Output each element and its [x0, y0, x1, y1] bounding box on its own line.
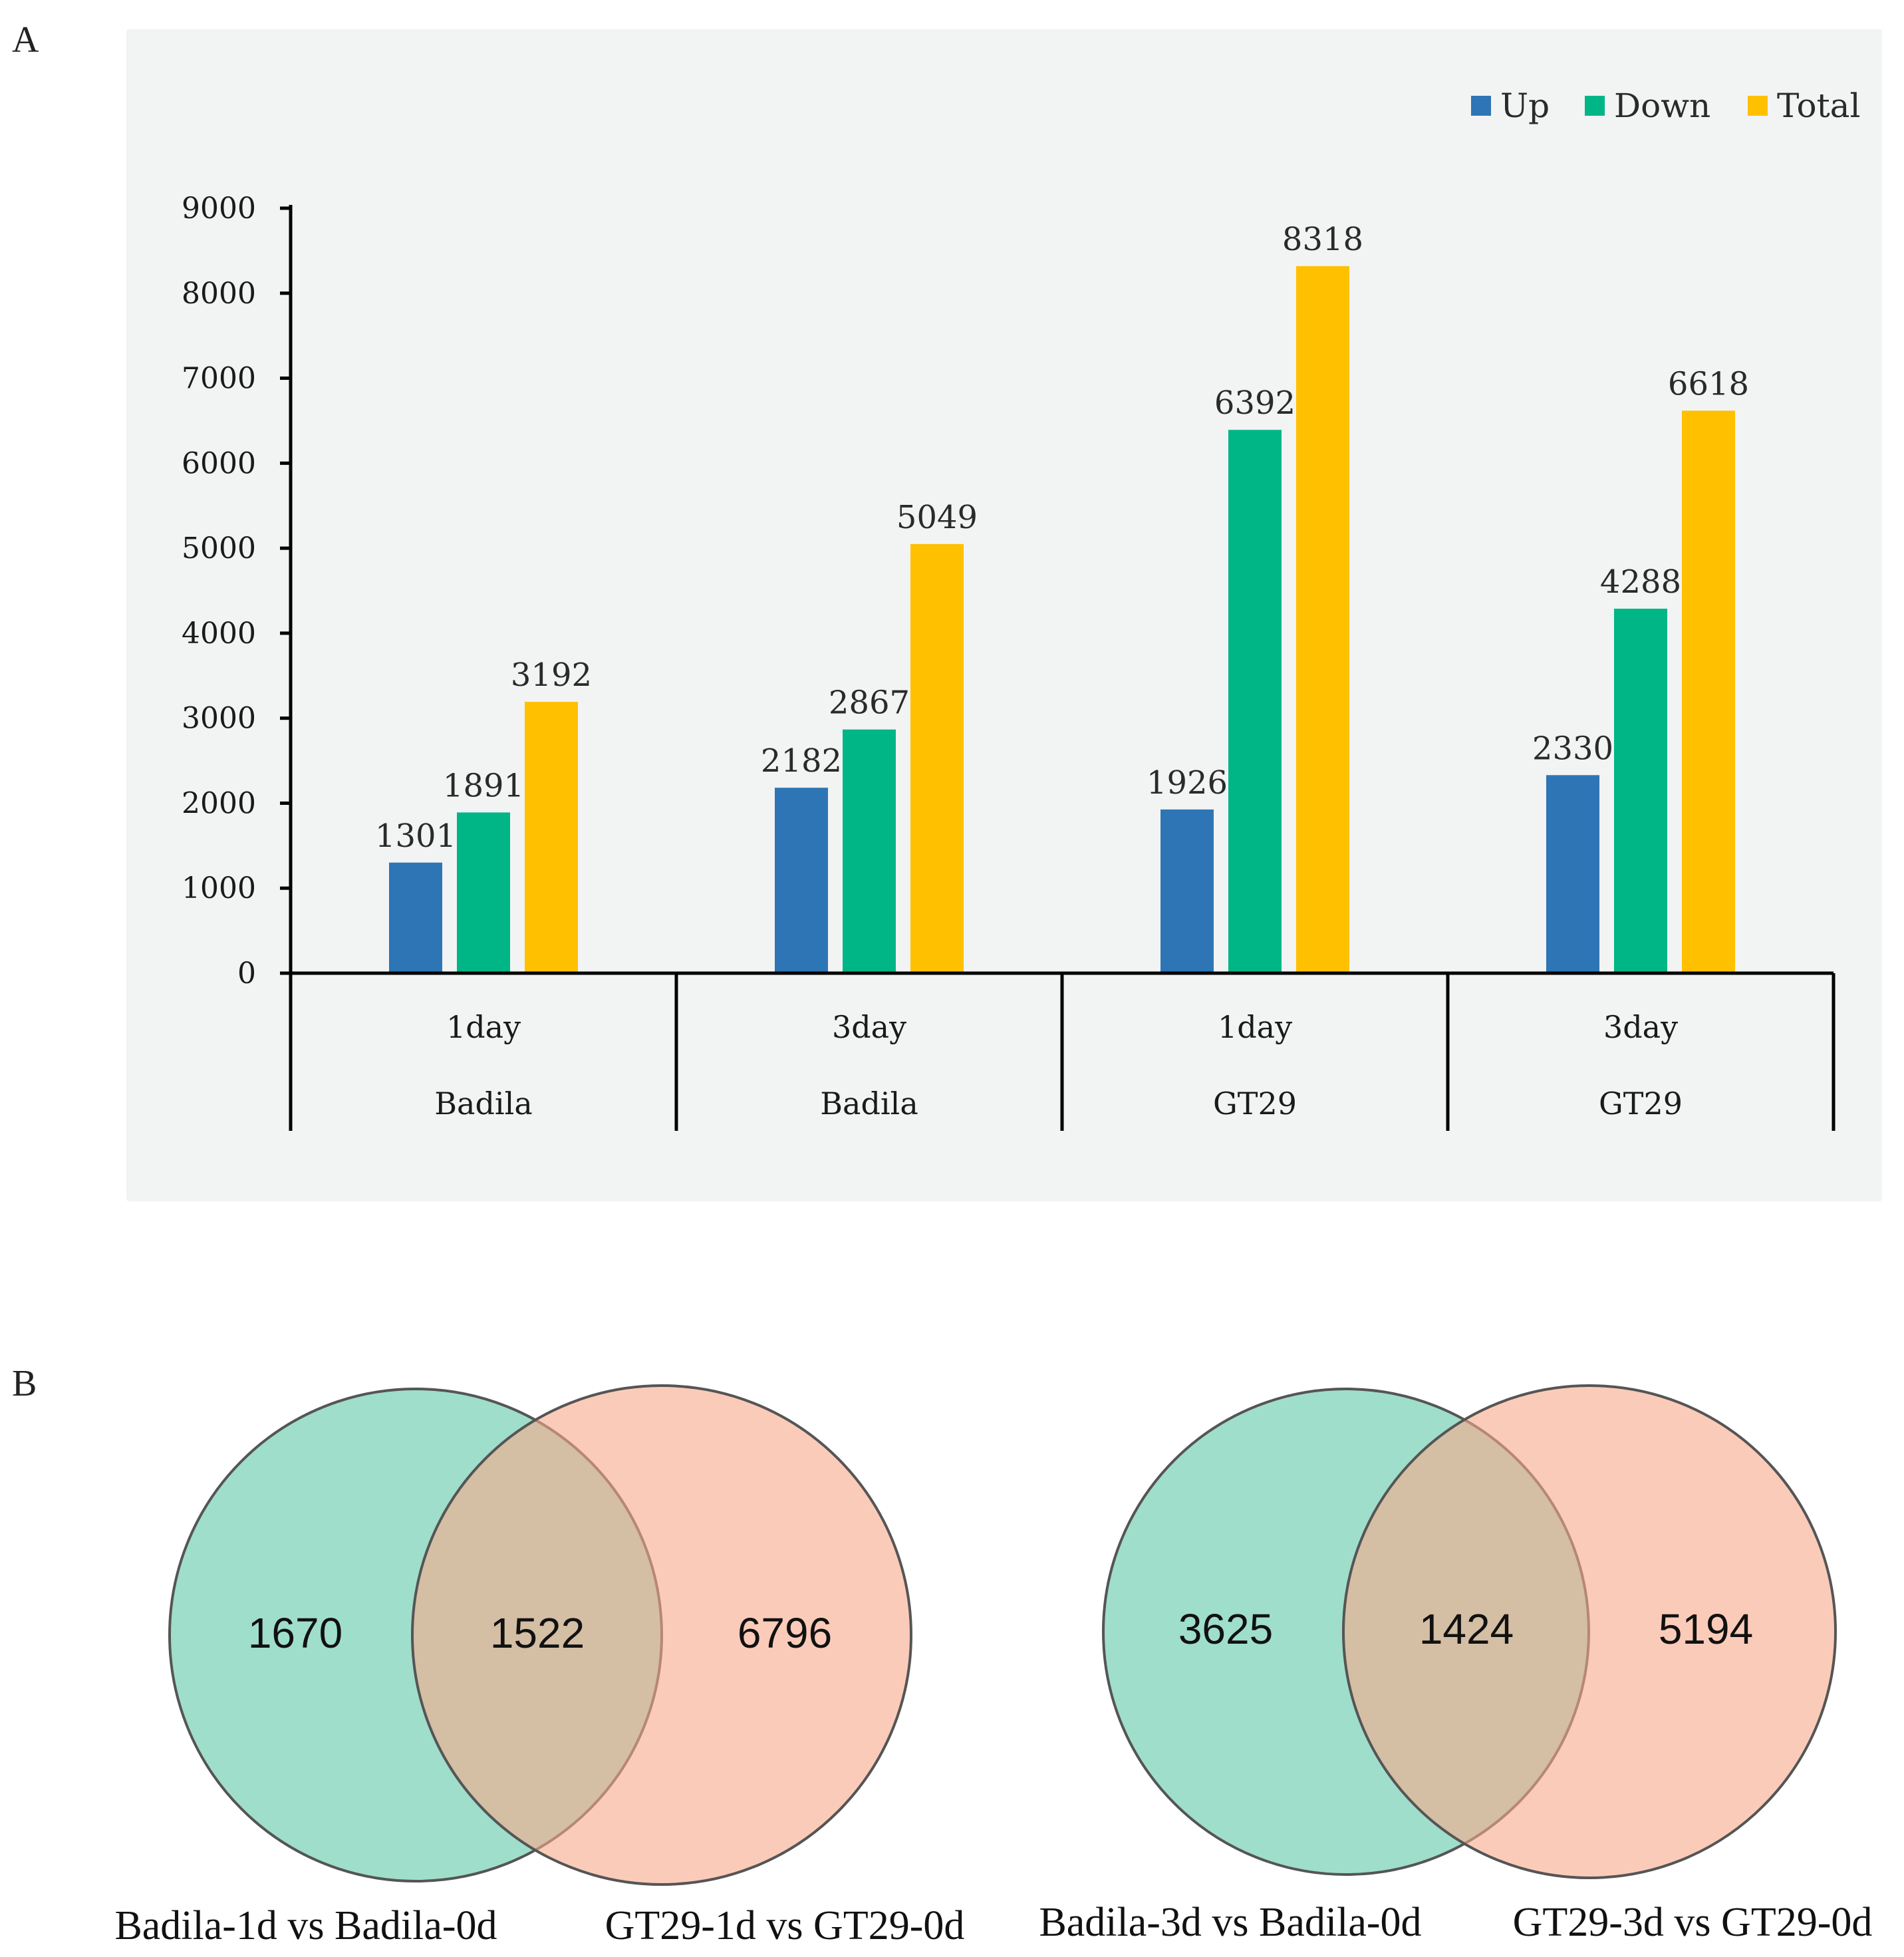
venn-diagram-1: 1670 1522 6796 Badila-1d vs Badila-0d GT… [114, 1384, 965, 1948]
venn-1-right-caption: GT29-1d vs GT29-0d [605, 1903, 965, 1948]
y-axis-ticks: 0 1000 2000 3000 4000 5000 6000 7000 8000 9000 [182, 192, 291, 990]
legend-down-swatch [1585, 96, 1605, 116]
panel-b-letter: B [12, 1363, 37, 1404]
y-tick-label: 1000 [182, 871, 256, 905]
bar-total-1 [525, 702, 578, 973]
venn-2-left-only-count: 3625 [1178, 1605, 1273, 1653]
legend-total-swatch [1748, 96, 1768, 116]
category-label-group: Badila [820, 1086, 918, 1122]
category-labels: 1day Badila 3day Badila 1day GT29 3day GT29 [434, 1009, 1683, 1122]
y-tick-label: 8000 [182, 277, 256, 311]
category-label-group: Badila [434, 1086, 533, 1122]
legend-down-label: Down [1614, 86, 1710, 125]
venn-1-left-only-count: 1670 [248, 1609, 342, 1657]
bar-up-4 [1546, 775, 1599, 973]
data-label-down-3: 6392 [1214, 384, 1295, 422]
bar-total-4 [1682, 410, 1735, 973]
data-label-up-1: 1301 [375, 818, 456, 855]
bar-total-3 [1296, 266, 1349, 974]
category-label-day: 3day [1603, 1009, 1678, 1045]
category-label-day: 1day [1218, 1009, 1292, 1045]
legend-up-label: Up [1500, 86, 1550, 125]
bar-down-1 [457, 812, 510, 973]
legend-up-swatch [1471, 96, 1491, 116]
category-label-group: GT29 [1599, 1086, 1683, 1122]
venn-1-right-circle [411, 1384, 912, 1886]
venn-1-right-only-count: 6796 [738, 1609, 832, 1657]
y-tick-label: 9000 [182, 192, 256, 226]
venn-2-right-circle [1342, 1384, 1837, 1879]
data-label-up-4: 2330 [1532, 730, 1613, 767]
venn-2-left-caption: Badila-3d vs Badila-0d [1039, 1900, 1421, 1945]
bar-up-1 [389, 862, 442, 973]
data-label-total-2: 5049 [896, 499, 978, 536]
legend-total-label: Total [1777, 86, 1860, 125]
y-tick-label: 4000 [182, 617, 256, 651]
bar-down-4 [1614, 609, 1667, 973]
legend: Up Down Total [1471, 86, 1860, 125]
bar-up-2 [775, 788, 828, 973]
venn-1-left-caption: Badila-1d vs Badila-0d [114, 1903, 497, 1948]
bar-down-2 [843, 729, 896, 973]
venn-diagram-2: 3625 1424 5194 Badila-3d vs Badila-0d GT… [1039, 1384, 1873, 1945]
category-label-group: GT29 [1213, 1086, 1297, 1122]
y-tick-label: 7000 [182, 362, 256, 396]
y-tick-label: 3000 [182, 702, 256, 736]
venn-2-right-only-count: 5194 [1659, 1605, 1753, 1653]
category-label-day: 1day [446, 1009, 521, 1045]
venn-2-overlap-count: 1424 [1419, 1605, 1514, 1653]
data-label-down-2: 2867 [829, 684, 910, 722]
panel-a-letter: A [12, 19, 39, 61]
venn-2-right-caption: GT29-3d vs GT29-0d [1513, 1900, 1873, 1945]
y-tick-label: 6000 [182, 446, 256, 480]
data-label-total-4: 6618 [1668, 365, 1749, 402]
y-tick-label: 0 [237, 957, 256, 990]
data-label-total-1: 3192 [511, 657, 592, 694]
bar-down-3 [1228, 430, 1282, 973]
data-label-down-1: 1891 [443, 767, 524, 804]
bar-data-labels: 1301 1891 3192 2182 2867 5049 1926 6392 8318 2330… [375, 221, 1749, 855]
axes [289, 205, 1836, 1131]
bars [389, 266, 1735, 974]
category-label-day: 3day [832, 1009, 906, 1045]
y-tick-label: 5000 [182, 531, 256, 565]
data-label-total-3: 8318 [1282, 221, 1363, 258]
data-label-up-3: 1926 [1147, 764, 1228, 802]
y-tick-label: 2000 [182, 786, 256, 820]
bar-up-3 [1160, 809, 1214, 973]
bar-total-2 [910, 543, 964, 973]
data-label-down-4: 4288 [1600, 563, 1681, 601]
venn-1-overlap-count: 1522 [490, 1609, 585, 1657]
data-label-up-2: 2182 [761, 742, 842, 780]
